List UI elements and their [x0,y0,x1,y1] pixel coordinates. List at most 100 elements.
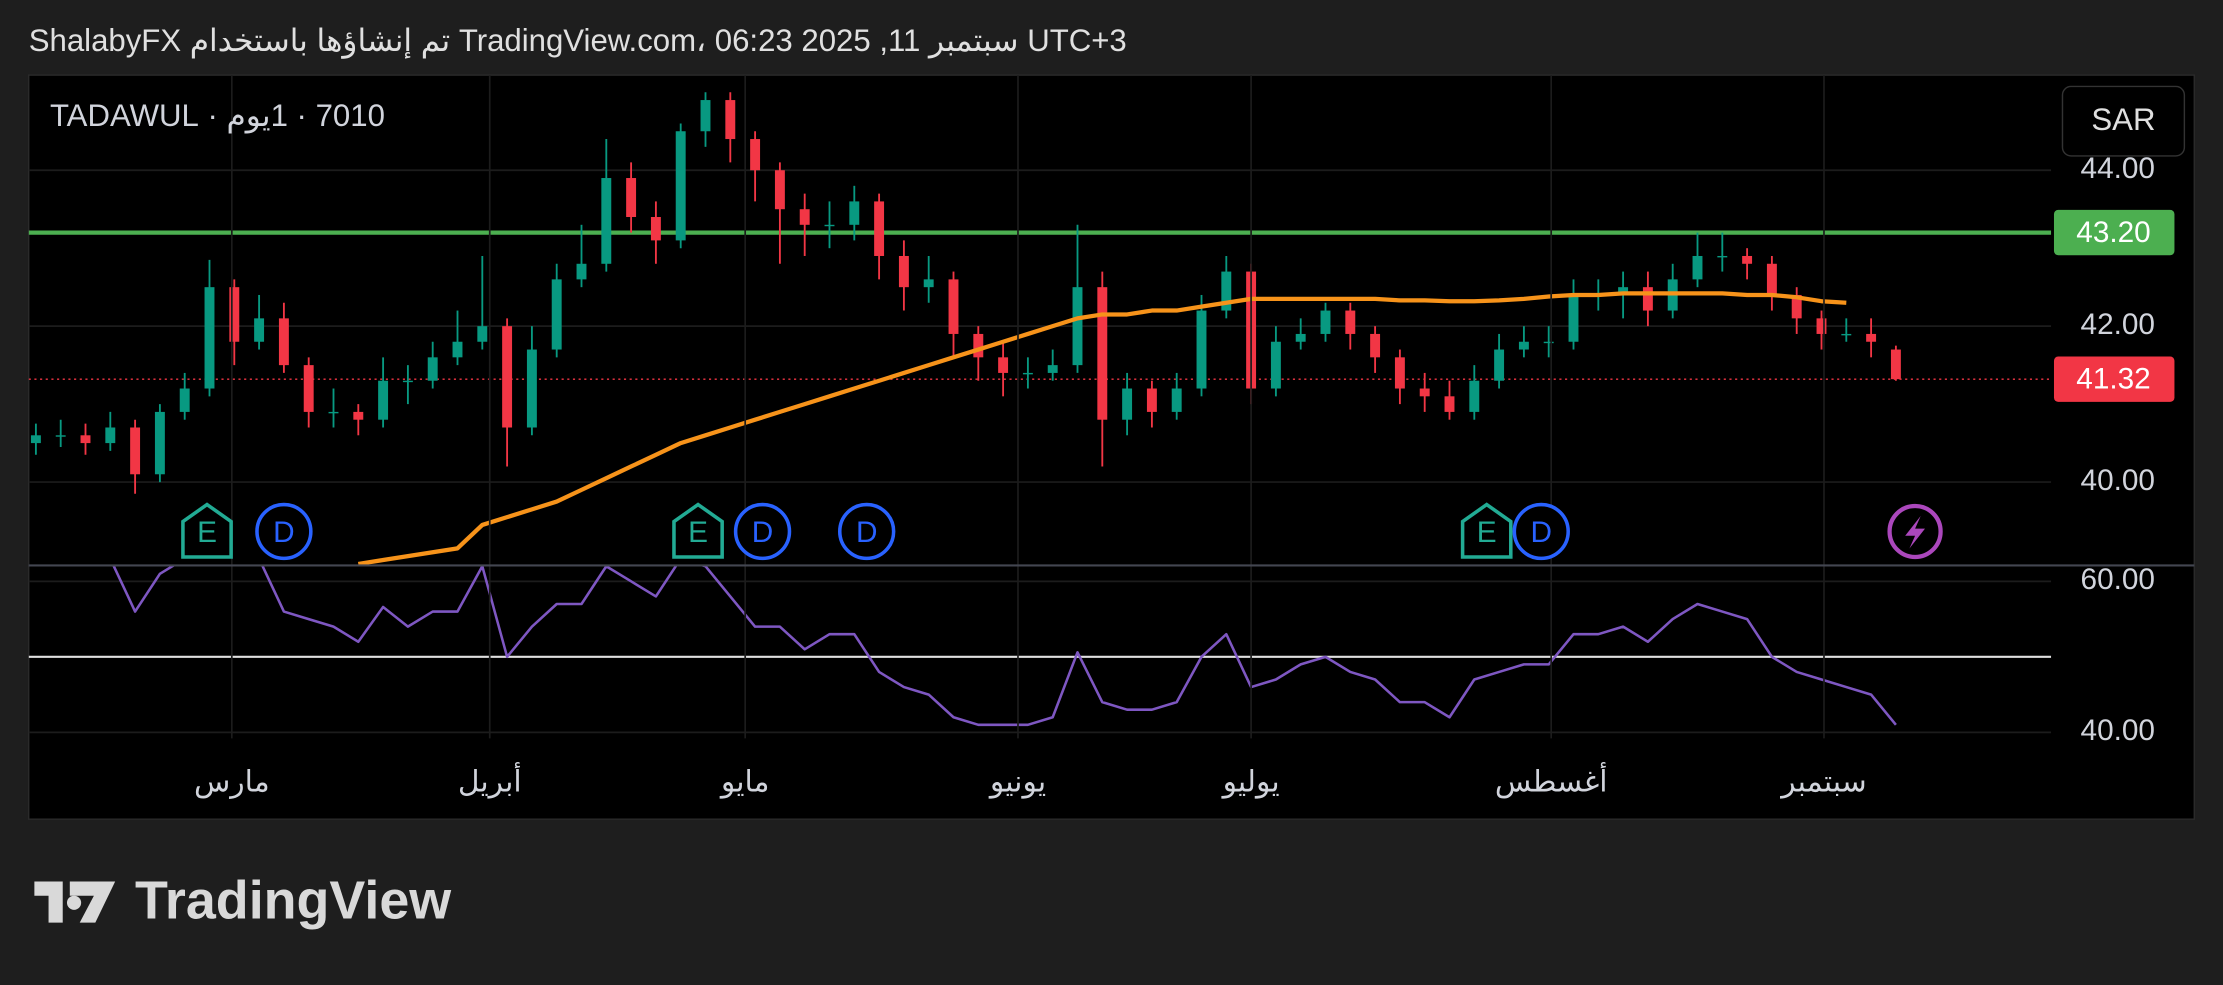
y-tick-label: 42.00 [2081,308,2155,341]
candle-body [774,170,785,210]
candle-body [1370,333,1381,358]
candle-body [254,318,265,342]
candle-body [1642,287,1653,311]
event-icon [838,502,896,561]
price-pane [28,92,2052,566]
candle-body [1618,287,1629,295]
candle-body [824,224,835,227]
candle-body [626,178,637,218]
candle-body [1295,333,1306,342]
caption: ShalabyFX تم إنشاؤها باستخدام TradingVie… [29,23,1127,59]
logo: TradingView [34,870,451,930]
candle-body [1345,310,1356,334]
x-tick-label: مارس [194,766,270,799]
currency: SAR [2091,102,2155,137]
candle-body [1419,388,1430,397]
candle-body [973,333,984,358]
candle-body [278,318,289,366]
candle-body [923,279,934,288]
x-tick-label: مايو [719,766,770,799]
candle-body [502,326,513,428]
candle-body [1692,255,1703,280]
candle-body [1122,388,1133,420]
candle-body [1816,318,1827,334]
candle-body [1221,271,1232,311]
candle-body [725,100,736,140]
plot: مارس أبريل مايو يونيو يوليو أغسطس سبتمبر 44.00 4… [28,75,2175,799]
candle-body [526,349,537,428]
candle-body [204,287,215,389]
candle-body [477,326,488,342]
price-label-box [2053,356,2175,402]
candle-body [1717,255,1728,258]
event-label: D [856,516,878,549]
candle-body [229,287,240,342]
event-icon [1512,502,1570,561]
candle-body [1444,396,1455,412]
candle-body [750,139,761,171]
candle-body [849,201,860,225]
event-label: E [197,516,217,549]
x-tick-label: أبريل [458,761,522,799]
candle-body [1072,287,1083,366]
candle-body [427,357,438,381]
chart-frame [28,74,2195,820]
rsi-pane [28,565,2052,734]
candle-body [154,411,165,475]
candle-body [1518,341,1529,350]
candle-body [402,380,413,383]
x-tick-label: سبتمبر [1779,766,1866,799]
candle-body [1841,333,1852,336]
price-label-box [2053,209,2175,256]
event-label: D [1531,516,1553,549]
x-tick-label: يونيو [988,766,1046,799]
event-label: D [752,516,774,549]
price-label: 43.20 [2076,216,2150,249]
event-label: E [688,516,708,549]
candle-body [353,411,364,420]
candle-body [1543,341,1554,344]
event-icon [255,502,313,561]
symbol: 7010 · 1يوم · TADAWUL [50,98,385,134]
candle-body [1047,365,1058,373]
y-tick-label: 40.00 [2081,464,2155,497]
candle-body [30,435,41,444]
event-label: E [1477,516,1497,549]
lightning-icon [1887,503,1943,560]
currency-button[interactable] [2061,85,2186,157]
candle-body [1568,294,1579,342]
candle-body [1742,255,1753,264]
event-icon [733,502,792,561]
y-tick-label: 40.00 [2081,714,2155,747]
candle-body [80,435,91,444]
candle-body [1866,333,1877,342]
candle-body [179,388,190,412]
candle-body [452,341,463,358]
candle-body [378,380,389,420]
candle-body [1171,388,1182,412]
logo-text: TradingView [135,870,451,930]
price-label: 41.32 [2076,362,2150,395]
y-tick-label: 60.00 [2081,563,2155,596]
candle-body [1146,388,1157,412]
event-icon [181,502,233,559]
candle-body [105,427,116,444]
event-label: D [273,516,294,549]
x-tick-label: يوليو [1221,766,1280,799]
candle-body [1766,263,1777,295]
event-icon [1460,502,1513,559]
candle-body [1270,341,1281,389]
x-tick-label: أغسطس [1495,761,1608,799]
candle-body [799,209,810,225]
candle-body [998,357,1009,373]
candle-body [1394,357,1405,389]
candle-body [1494,349,1505,381]
candle-body [1196,310,1207,389]
candle-body [55,435,66,437]
candle-body [1791,294,1802,319]
candle-body [948,279,959,334]
candle-body [1469,380,1480,412]
candle-body [874,201,885,256]
